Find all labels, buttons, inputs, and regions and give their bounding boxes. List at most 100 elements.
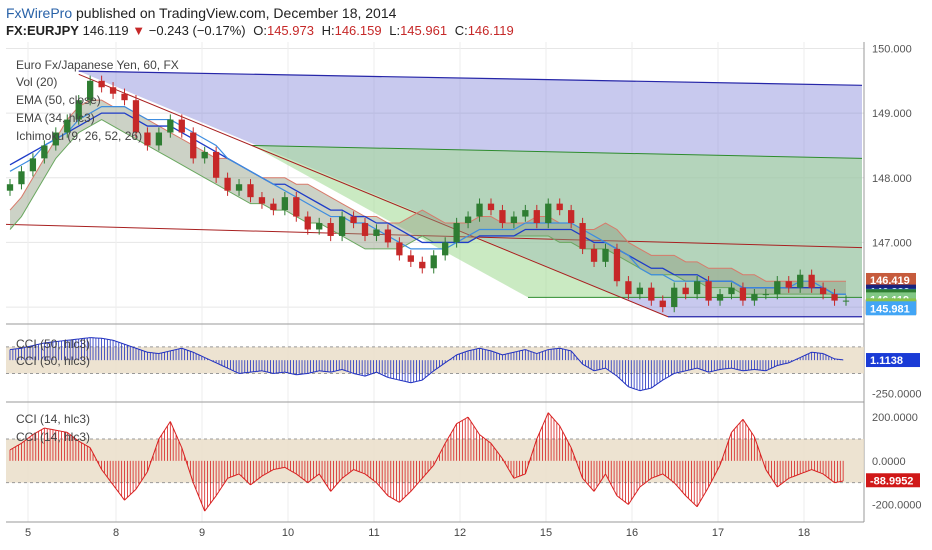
cci14-line-seg [12,446,16,449]
cci50-line-seg [688,368,692,371]
cci50-line-seg [227,367,231,370]
cci14-line-seg [98,463,103,470]
cci14-line-seg [679,488,684,493]
cci14-line-seg [785,477,790,481]
close-label: C: [454,23,468,38]
cci50-line-seg [287,372,291,374]
cci50-line-seg [293,373,297,376]
cci14-tick-label: -200.0000 [872,500,922,512]
cci14-line-seg [338,477,343,482]
cci50-line-seg [184,348,188,351]
candle-body [190,132,197,159]
cci14-line-seg [725,440,730,449]
cci14-line-seg [250,482,254,486]
cci50-line-seg [711,370,715,372]
cci50-line-seg [413,380,417,383]
cci14-line-seg [241,476,246,480]
candle-body [224,177,231,191]
cci14-line-seg [479,434,483,438]
cci14-line-seg [9,447,14,451]
cci14-line-seg [444,438,449,444]
cci14-line-seg [759,453,764,462]
cci50-line-seg [636,389,641,392]
cci14-line-seg [731,428,735,433]
cci14-line-seg [49,428,54,431]
cci14-line-seg [270,469,274,472]
cci14-line-seg [587,484,592,489]
cci14-line-seg [167,421,171,427]
cci14-line-seg [221,482,226,488]
cci14-line-seg [132,488,137,493]
cci14-line-seg [685,495,689,499]
cci14-line-seg [736,422,741,427]
cci14-band [6,438,864,483]
cci14-line-seg [665,475,669,479]
cci14-line-seg [72,436,77,440]
cci14-line-seg [21,440,25,444]
candle-body [338,216,346,236]
candle-body [785,281,792,288]
legend-ema50: EMA (50, close) [16,93,101,107]
cci14-line-seg [656,474,661,477]
candle-body [144,132,151,146]
cci50-line-seg [333,370,337,372]
candle-body [487,203,495,211]
cci14-line-seg [513,476,517,479]
cci50-line-seg [788,361,792,364]
candle-body [41,145,48,159]
cci50-line-seg [602,367,606,370]
cci50-last-tag [866,353,920,368]
cci50-line-seg [705,370,709,373]
cci14-line-seg [490,443,495,448]
candle-body [682,287,689,295]
legend-ichimoku: Ichimoku (9, 26, 52, 26) [16,129,142,143]
brand-link[interactable]: FxWirePro [6,5,73,21]
cci50-line-seg [645,388,649,390]
cci50-line-seg [158,352,162,355]
candle-body [579,223,586,249]
cci14-line-seg [645,480,649,484]
cci14-last-tag [866,473,920,488]
candle-body [75,100,82,120]
candle-body [109,87,117,94]
cci14-line-seg [771,478,775,483]
cci14-line-seg [253,480,257,484]
cci50-line-seg [356,373,360,376]
cci14-line-seg [530,447,535,457]
cci14-line-seg [651,476,655,479]
cci14-line-seg [127,494,131,498]
cci14-line-seg [161,429,166,435]
cci14-line-seg [78,440,82,444]
cci14-line-seg [439,448,443,455]
support-line [5,223,863,249]
time-tick-label: 9 [199,527,205,539]
price-level-tag [866,272,916,287]
cci14-line-seg [450,428,455,434]
cci14-line-seg [688,498,692,502]
cci50-line-seg [671,373,675,376]
cci50-line-seg [785,362,789,364]
cci14-line-seg [424,471,429,476]
symbol-label: FX:EURJPY [6,23,79,38]
cci14-line-seg [361,472,366,475]
cci50-line-seg [714,369,718,372]
cci14-line-seg [716,464,721,471]
open-value: 145.973 [266,23,314,38]
cci50-line-seg [610,371,615,375]
cci50-line-seg [513,351,517,353]
cci14-line-seg [55,429,59,432]
cci50-line-seg [628,386,632,389]
candle-body [545,203,552,224]
cci50-line-seg [379,373,383,376]
cci14-line-seg [524,465,529,475]
cci14-line-seg [138,480,143,486]
cci50-line-seg [353,372,357,375]
cci14-line-seg [224,478,229,483]
cci50-line-seg [290,372,294,375]
cci14-line-seg [579,470,584,479]
cci50-last-value: 1.1138 [870,355,903,367]
candle-body [430,255,437,269]
cci50-line-seg [121,342,125,345]
candle-body [270,203,277,211]
